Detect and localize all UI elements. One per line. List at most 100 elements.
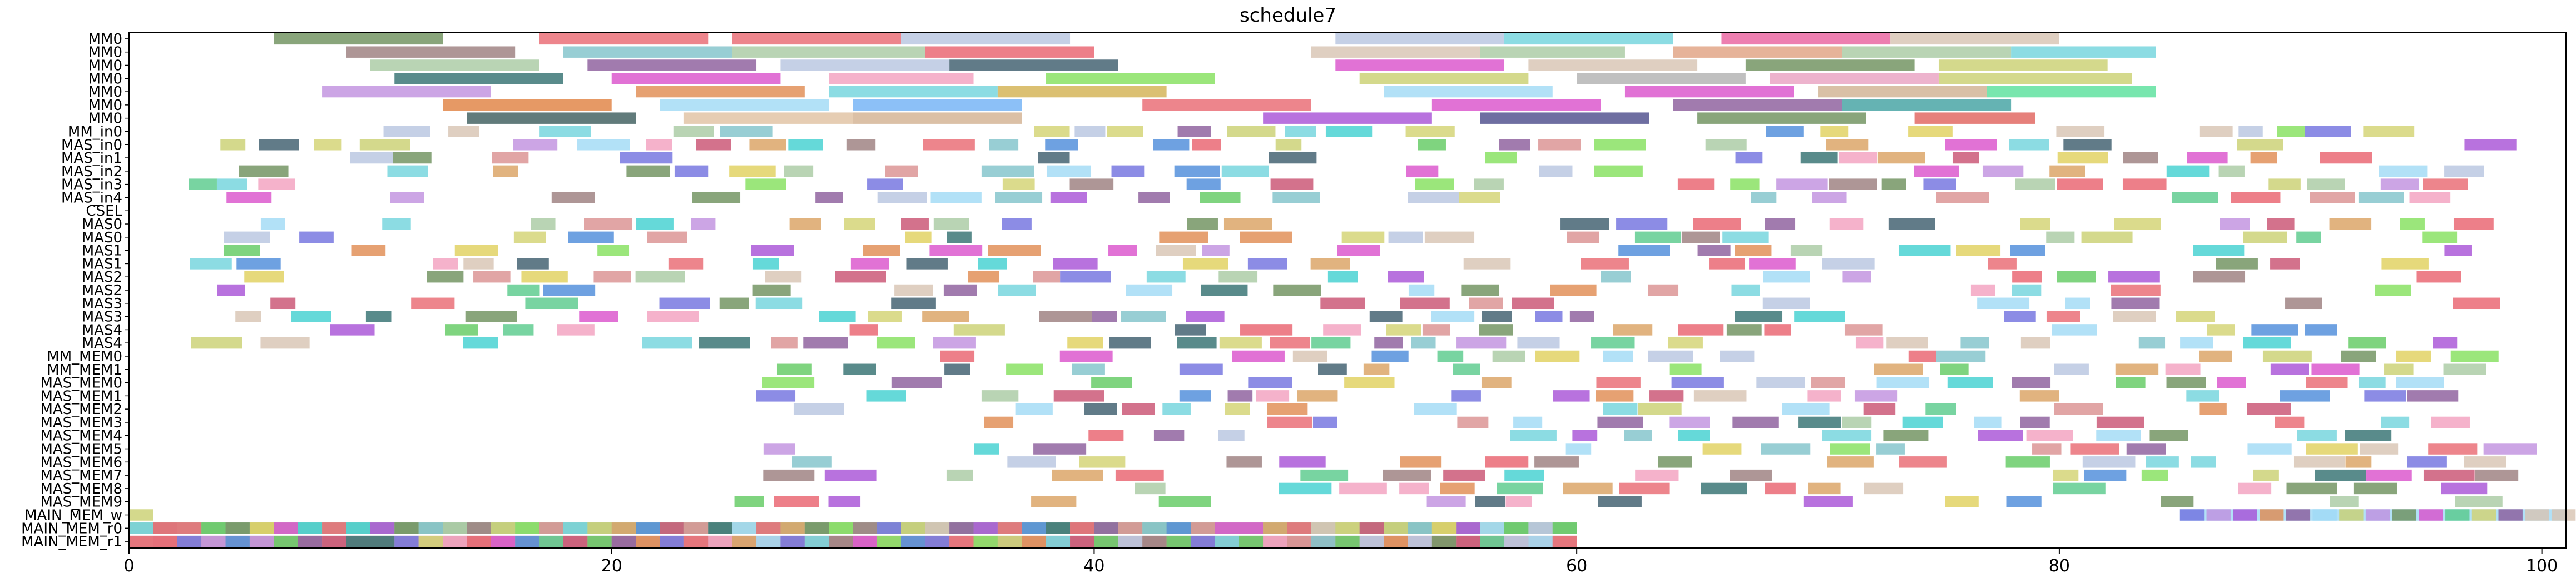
task-bar (756, 390, 795, 401)
task-bar (1364, 364, 1389, 375)
task-bar (792, 456, 832, 467)
task-bar (720, 298, 749, 309)
task-bar (2392, 509, 2416, 520)
task-bar (674, 126, 714, 137)
task-bar (220, 139, 245, 150)
task-bar (2379, 166, 2427, 177)
task-bar (2027, 430, 2073, 441)
task-bar (539, 522, 563, 534)
task-bar (387, 166, 428, 177)
task-bar (261, 218, 285, 230)
task-bar (1877, 377, 1929, 388)
task-bar (626, 166, 670, 177)
task-bar (780, 522, 804, 534)
task-bar (1638, 403, 1682, 415)
task-bar (1240, 324, 1292, 335)
task-bar (1311, 337, 1350, 348)
task-bar (1618, 245, 1670, 256)
task-bar (901, 522, 925, 534)
task-bar (1890, 33, 2059, 44)
task-bar (1033, 271, 1060, 282)
task-bar (1431, 311, 1474, 322)
task-bar (998, 536, 1022, 547)
task-bar (1988, 258, 2017, 269)
task-bar (2020, 390, 2059, 401)
task-bar (2176, 311, 2215, 322)
task-bar (1138, 192, 1170, 203)
task-bar (1451, 390, 1481, 401)
task-bar (539, 536, 563, 547)
task-bar (1045, 139, 1078, 150)
task-bar (2012, 271, 2042, 282)
task-bar (756, 298, 802, 309)
task-bar (1414, 403, 1457, 415)
task-bar (1818, 86, 1987, 97)
task-bar (274, 522, 298, 534)
task-bar (153, 536, 177, 547)
task-bar (217, 285, 245, 296)
task-bar (1142, 99, 1311, 111)
task-bar (2186, 390, 2219, 401)
task-bar (1177, 337, 1217, 348)
task-bar (2021, 337, 2050, 348)
task-bar (1108, 245, 1137, 256)
task-bar (1678, 324, 1724, 335)
task-bar (925, 46, 1094, 57)
task-bar (593, 271, 631, 282)
task-bar (394, 522, 418, 534)
task-bar (1202, 245, 1229, 256)
task-bar (1497, 483, 1543, 494)
task-bar (1670, 364, 1702, 375)
task-bar (669, 258, 703, 269)
task-bar (1722, 232, 1768, 243)
task-bar (1389, 232, 1423, 243)
task-bar (1770, 73, 1939, 84)
task-bar (2011, 46, 2156, 57)
task-bar (2012, 285, 2041, 296)
task-bar (1070, 178, 1114, 190)
task-bar (949, 522, 973, 534)
task-bar (2167, 166, 2210, 177)
task-bar (732, 46, 925, 57)
task-bar (1156, 245, 1196, 256)
task-bar (1735, 311, 1782, 322)
task-bar (660, 536, 683, 547)
task-bar (1400, 456, 1441, 467)
task-bar (1603, 403, 1637, 415)
task-bar (2423, 178, 2468, 190)
task-bar (2400, 218, 2425, 230)
task-bar (612, 522, 636, 534)
task-bar (1668, 337, 1703, 348)
task-bar (1535, 311, 1563, 322)
task-bar (1864, 403, 1896, 415)
task-bar (829, 73, 973, 84)
task-bar (878, 192, 927, 203)
task-bar (2444, 245, 2472, 256)
task-bar (1118, 522, 1142, 534)
task-bar (763, 470, 814, 481)
task-bar (1577, 73, 1746, 84)
task-bar (1175, 324, 1206, 335)
task-bar (1453, 364, 1480, 375)
task-bar (463, 337, 498, 348)
task-bar (612, 73, 781, 84)
task-bar (2006, 456, 2050, 467)
task-bar (1480, 536, 1504, 547)
task-bar (1033, 443, 1086, 454)
task-bar (780, 59, 949, 71)
task-bar (597, 245, 629, 256)
task-bar (1539, 166, 1572, 177)
task-bar (901, 536, 925, 547)
task-bar (514, 232, 546, 243)
task-bar (587, 536, 611, 547)
task-bar (1820, 126, 1848, 137)
task-bar (2444, 166, 2484, 177)
task-bar (2431, 417, 2470, 428)
task-bar (1672, 377, 1724, 388)
task-bar (1706, 139, 1747, 150)
task-bar (1736, 152, 1763, 163)
task-bar (1187, 178, 1221, 190)
task-bar (2453, 298, 2500, 309)
task-bar (998, 522, 1022, 534)
task-bar (244, 271, 284, 282)
